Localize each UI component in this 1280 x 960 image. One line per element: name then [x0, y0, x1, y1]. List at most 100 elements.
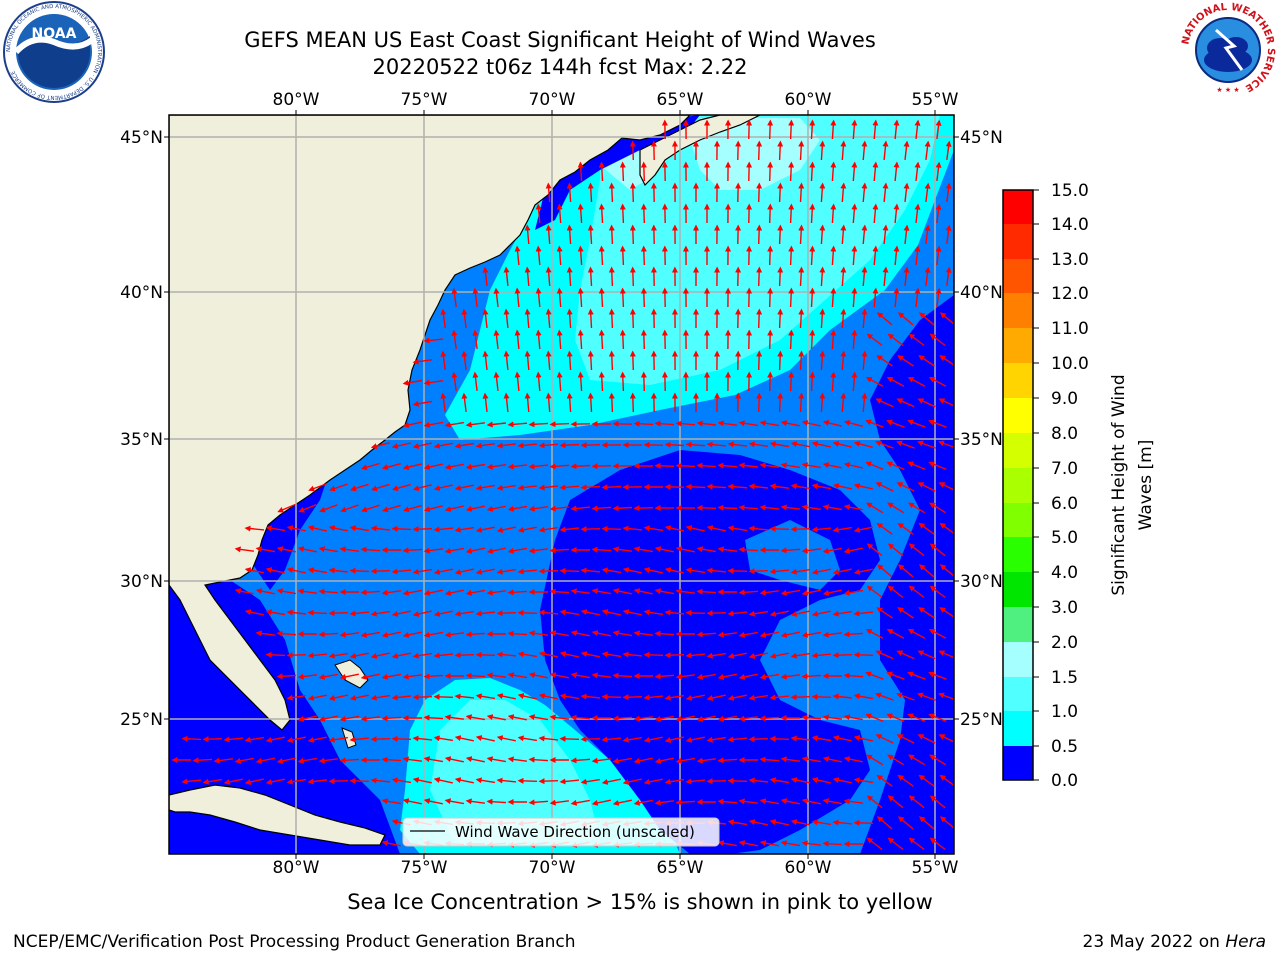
- wave-arrow: [622, 525, 643, 532]
- wave-arrow: [717, 798, 738, 805]
- wave-arrow: [535, 371, 542, 392]
- wave-arrow: [886, 419, 905, 428]
- lon-tick-label-bottom: 80°W: [273, 858, 320, 878]
- wave-arrow: [465, 756, 485, 763]
- wave-arrow: [538, 735, 559, 742]
- wave-arrow: [865, 628, 884, 639]
- wave-arrow: [402, 673, 422, 680]
- wave-arrow: [381, 673, 402, 680]
- wave-arrow: [875, 440, 894, 449]
- wave-arrow: [875, 692, 894, 701]
- wave-arrow: [496, 735, 516, 742]
- wave-arrow: [843, 462, 863, 469]
- wave-arrow: [822, 631, 842, 638]
- wave-arrow: [524, 308, 531, 329]
- wave-arrow: [896, 482, 915, 492]
- wave-arrow: [297, 673, 317, 680]
- wave-arrow: [929, 585, 946, 599]
- wave-arrow: [286, 609, 306, 616]
- wave-arrow: [748, 736, 769, 743]
- wave-arrow: [875, 482, 894, 492]
- wave-arrow: [866, 333, 883, 347]
- wave-arrow: [370, 736, 391, 743]
- wave-arrow: [514, 287, 521, 308]
- wave-band-1.5-south: [430, 700, 600, 845]
- wave-arrow: [556, 371, 563, 392]
- wave-arrow: [570, 714, 591, 721]
- wave-arrow: [265, 609, 286, 616]
- wave-arrow: [777, 140, 784, 161]
- colorbar: 15.0 14.0 13.0 12.0 11.0 10.0 9.0 8.0 7.0 6.0 5.0 4…: [1002, 181, 1089, 791]
- wave-arrow: [643, 609, 664, 616]
- wave-arrow: [767, 245, 774, 266]
- wave-arrow: [318, 546, 339, 553]
- wave-arrow: [918, 774, 935, 787]
- wave-arrow: [255, 588, 275, 595]
- wave-arrow: [738, 673, 758, 680]
- wave-arrow: [612, 757, 633, 764]
- wave-arrow: [433, 735, 454, 742]
- wave-arrow: [896, 440, 915, 449]
- wave-arrow: [234, 546, 254, 553]
- wave-arrow: [549, 799, 569, 806]
- wave-arrow: [811, 483, 832, 490]
- wave-arrow: [843, 756, 863, 763]
- legend-label: Wind Wave Direction (unscaled): [455, 823, 695, 841]
- wave-arrow: [664, 652, 685, 659]
- wave-arrow: [843, 798, 863, 805]
- wave-arrow: [559, 526, 579, 533]
- wave-arrow: [328, 525, 348, 532]
- wave-arrow: [780, 504, 800, 511]
- colorbar-tick-label: 5.0: [1051, 528, 1078, 548]
- wave-arrow: [328, 694, 348, 701]
- colorbar-tick-label: 1.5: [1051, 668, 1078, 688]
- wave-arrow: [444, 421, 465, 428]
- wave-arrow: [328, 736, 349, 743]
- wave-arrow: [566, 350, 573, 371]
- wave-arrow: [444, 547, 465, 554]
- wave-arrow: [777, 350, 784, 371]
- wave-arrow: [566, 392, 573, 413]
- wave-arrow: [307, 652, 328, 659]
- wave-arrow: [897, 564, 914, 578]
- wave-arrow: [381, 798, 402, 805]
- lat-tick-label-right: 25°N: [960, 710, 1003, 730]
- wave-arrow: [622, 694, 643, 701]
- wave-arrow: [528, 756, 549, 763]
- wave-arrow: [897, 312, 914, 326]
- wave-arrow: [675, 673, 695, 680]
- wave-arrow: [790, 483, 811, 490]
- wave-arrow: [570, 672, 591, 679]
- wave-arrow: [929, 795, 946, 809]
- wave-arrow: [549, 672, 569, 679]
- wave-arrow: [370, 777, 391, 784]
- wave-arrow: [298, 503, 317, 513]
- wave-arrow: [929, 333, 946, 347]
- wave-arrow: [454, 777, 474, 784]
- wave-arrow: [798, 224, 805, 245]
- wave-arrow: [591, 505, 612, 512]
- wave-arrow: [798, 140, 805, 161]
- wave-arrow: [830, 371, 837, 392]
- wave-arrow: [756, 308, 763, 329]
- lat-tick-label-left: 40°N: [120, 283, 163, 303]
- wave-arrow: [255, 757, 275, 764]
- wave-arrow: [612, 799, 632, 806]
- wave-arrow: [872, 245, 879, 266]
- wave-arrow: [675, 588, 695, 595]
- wave-arrow: [496, 484, 517, 491]
- wave-arrow: [423, 589, 443, 596]
- wave-arrow: [819, 140, 826, 161]
- wave-arrow: [423, 337, 444, 344]
- wave-arrow: [524, 392, 531, 413]
- wave-arrow: [577, 203, 584, 224]
- wave-arrow: [475, 526, 495, 533]
- wave-arrow: [865, 461, 884, 471]
- wave-arrow: [748, 819, 768, 826]
- wave-arrow: [738, 631, 759, 638]
- wave-arrow: [619, 287, 626, 308]
- wave-arrow: [423, 547, 443, 554]
- wave-arrow: [444, 798, 465, 805]
- wave-arrow: [866, 754, 884, 766]
- wave-arrow: [798, 308, 805, 329]
